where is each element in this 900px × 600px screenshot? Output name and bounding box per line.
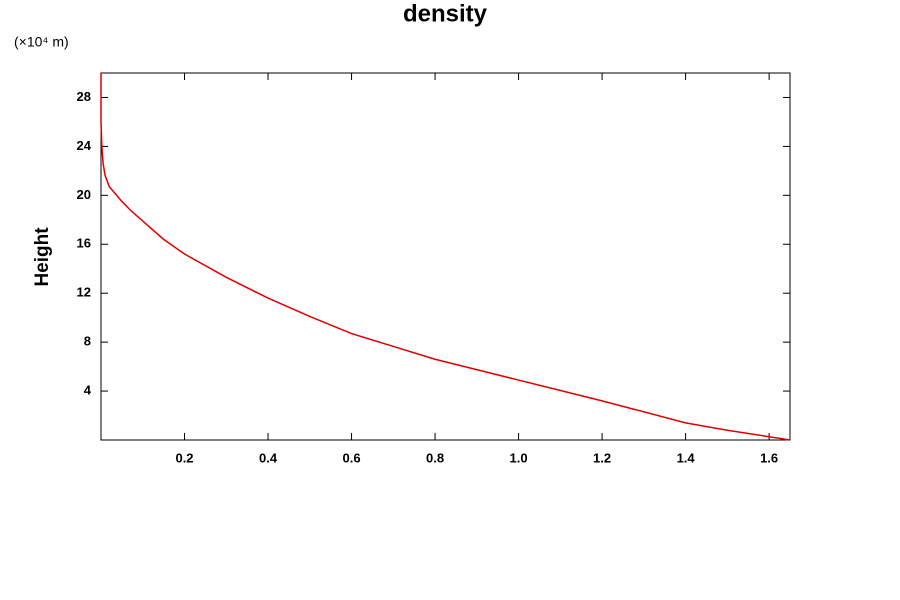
x-tick-label: 0.4	[259, 450, 278, 465]
x-tick-label: 1.2	[593, 450, 611, 465]
data-line	[100, 73, 791, 441]
y-tick-label: 28	[77, 89, 91, 104]
y-tick-label: 16	[77, 236, 91, 251]
x-tick-label: 1.6	[760, 450, 778, 465]
y-axis-label: Height	[32, 227, 53, 287]
y-tick-label: 4	[84, 383, 92, 398]
y-tick-label: 12	[77, 285, 91, 300]
x-tick-label: 1.0	[510, 450, 528, 465]
y-tick-label: 24	[77, 138, 92, 153]
x-tick-label: 0.8	[426, 450, 444, 465]
y-unit: (×10⁴ m)	[14, 34, 69, 50]
y-tick-label: 20	[77, 187, 91, 202]
x-tick-label: 0.2	[175, 450, 193, 465]
x-tick-label: 1.4	[677, 450, 696, 465]
plot-frame	[100, 72, 791, 441]
x-tick-label: 0.6	[343, 450, 361, 465]
chart-title: density	[403, 0, 488, 27]
y-tick-label: 8	[84, 334, 91, 349]
